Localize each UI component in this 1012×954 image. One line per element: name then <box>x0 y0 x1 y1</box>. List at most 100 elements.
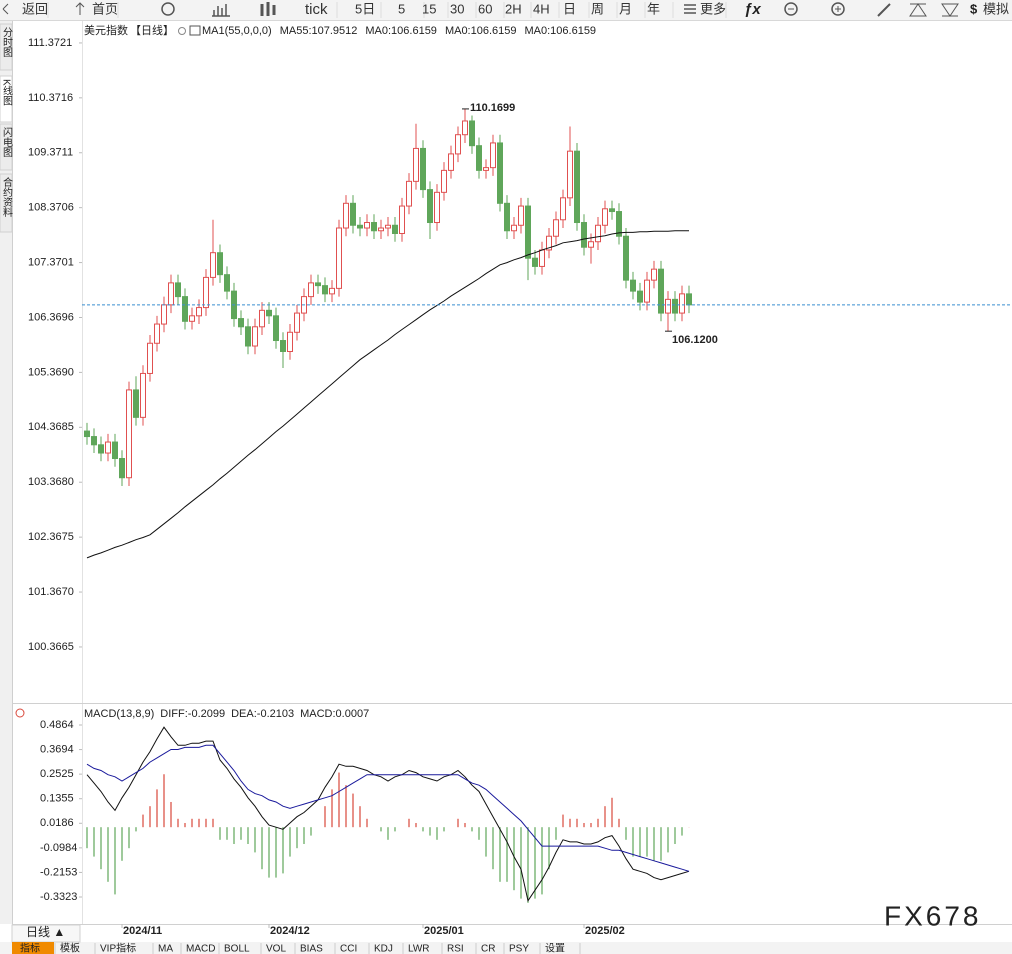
candle-body <box>511 224 517 232</box>
indicator-tab[interactable]: VOL <box>266 944 286 954</box>
indicator-tab[interactable]: CR <box>481 944 495 954</box>
indicator-tab[interactable]: CCI <box>340 944 357 954</box>
candle-body <box>133 389 139 418</box>
toolbar-button[interactable]: tick <box>305 1 328 18</box>
x-tick-label: 2024/11 <box>123 925 162 937</box>
toolbar-button[interactable]: 5 <box>398 1 405 16</box>
y-tick-label: 109.3711 <box>28 147 73 159</box>
toolbar-button[interactable]: 周 <box>591 1 604 16</box>
x-tick-label: 2024/12 <box>270 925 310 937</box>
candle-body <box>644 279 650 303</box>
candle-icon[interactable] <box>260 2 276 16</box>
zoom-out-icon[interactable] <box>784 2 798 16</box>
zoom-in-icon[interactable] <box>831 2 845 16</box>
candle-body <box>371 222 377 232</box>
toolbar-button[interactable]: 2H <box>505 1 522 16</box>
more-icon[interactable] <box>684 4 696 14</box>
y-tick-label: 0.0186 <box>40 817 74 829</box>
y-tick-label: 105.3690 <box>28 366 74 378</box>
period-label: 【日线】 <box>130 23 174 37</box>
legend-toggle[interactable] <box>178 27 186 35</box>
chart-type-icon[interactable] <box>212 4 230 17</box>
candle-body <box>462 120 468 136</box>
toolbar-button[interactable]: 模拟 <box>983 1 1009 16</box>
candle-body <box>287 331 293 352</box>
candle-body <box>175 282 181 298</box>
y-tick-label: 0.1355 <box>40 793 74 805</box>
candle-body <box>154 323 160 344</box>
candle-body <box>399 205 405 234</box>
toolbar-button[interactable]: 30 <box>450 1 464 16</box>
indicator-tab[interactable]: 指标 <box>20 942 40 954</box>
candle-body <box>455 134 461 155</box>
toolbar-button[interactable]: 返回 <box>22 1 48 16</box>
toolbar-button[interactable]: 15 <box>422 1 436 16</box>
legend-item: DEA:-0.2103 <box>231 708 294 720</box>
candle-body <box>336 227 342 289</box>
toolbar-button[interactable]: 更多 <box>700 1 726 16</box>
y-tick-label: 0.4864 <box>40 719 74 731</box>
sidebar-tab[interactable] <box>0 23 13 71</box>
pen-icon[interactable] <box>877 3 891 17</box>
candle-body <box>280 340 286 352</box>
settings-icon[interactable] <box>15 708 25 718</box>
toolbar-button[interactable]: 日 <box>563 1 576 16</box>
indicator-tab[interactable]: BIAS <box>300 944 323 954</box>
candle-body <box>406 180 412 207</box>
indicator-tab[interactable]: MACD <box>186 944 215 954</box>
indicator-tab[interactable]: BOLL <box>224 944 250 954</box>
shape2-icon[interactable] <box>941 3 959 17</box>
candle-body <box>588 241 594 248</box>
toolbar-button[interactable]: 月 <box>619 1 632 16</box>
shape-icon[interactable] <box>909 3 927 17</box>
dollar-icon: $ <box>970 1 978 16</box>
fx-icon[interactable]: ƒx <box>744 1 761 18</box>
refresh-icon[interactable] <box>161 2 175 16</box>
sidebar-tab[interactable] <box>0 75 13 123</box>
chart-title: 美元指数 <box>84 23 128 37</box>
indicator-tab[interactable]: RSI <box>447 944 464 954</box>
legend-item: MACD:0.0007 <box>300 708 369 720</box>
back-icon <box>2 3 9 15</box>
legend-icon <box>189 25 201 36</box>
candle-body <box>567 150 573 199</box>
candle-body <box>392 224 398 234</box>
y-tick-label: 110.3716 <box>28 92 73 104</box>
indicator-tab[interactable]: 模板 <box>60 942 80 954</box>
indicator-tab[interactable]: VIP指标 <box>100 942 136 954</box>
toolbar-button[interactable]: 5日 <box>355 1 375 16</box>
indicator-tab[interactable]: MA <box>158 944 173 954</box>
y-tick-label: 108.3706 <box>28 202 74 214</box>
candle-body <box>357 224 363 229</box>
indicator-tab[interactable]: LWR <box>408 944 429 954</box>
legend-item: MA0:106.6159 <box>525 25 597 37</box>
toolbar-button[interactable]: 4H <box>533 1 550 16</box>
toolbar-button[interactable]: 年 <box>647 1 660 16</box>
indicator-tab[interactable]: 设置 <box>545 943 565 954</box>
candle-body <box>476 145 482 171</box>
candle-body <box>364 222 370 229</box>
candle-body <box>182 296 188 322</box>
candle-body <box>497 142 503 204</box>
period-tab-label: 日线 ▲ <box>26 925 65 939</box>
indicator-tab[interactable]: KDJ <box>374 944 393 954</box>
candle-body <box>259 309 265 328</box>
max-label: 110.1699 <box>470 102 515 114</box>
candle-body <box>252 326 258 347</box>
legend-item: MA1(55,0,0,0) <box>202 25 272 37</box>
toolbar-button[interactable]: 首页 <box>92 1 118 16</box>
candle-body <box>630 279 636 292</box>
sidebar-tab[interactable] <box>0 173 13 233</box>
candle-body <box>581 222 587 248</box>
sidebar-tab[interactable] <box>0 123 13 171</box>
y-tick-label: 107.3701 <box>28 256 74 268</box>
indicator-tab[interactable]: PSY <box>509 944 529 954</box>
candle-body <box>315 282 321 287</box>
candle-body <box>350 202 356 226</box>
candle-body <box>602 208 608 226</box>
toolbar-button[interactable]: 60 <box>478 1 492 16</box>
candle-body <box>308 282 314 298</box>
indicator-tabs: 指标 模板 VIP指标 MA MACD BOLL VOL BIAS CCI KDJ LWR RSI CR… <box>12 942 581 954</box>
candle-body <box>126 389 132 479</box>
candle-body <box>553 219 559 237</box>
